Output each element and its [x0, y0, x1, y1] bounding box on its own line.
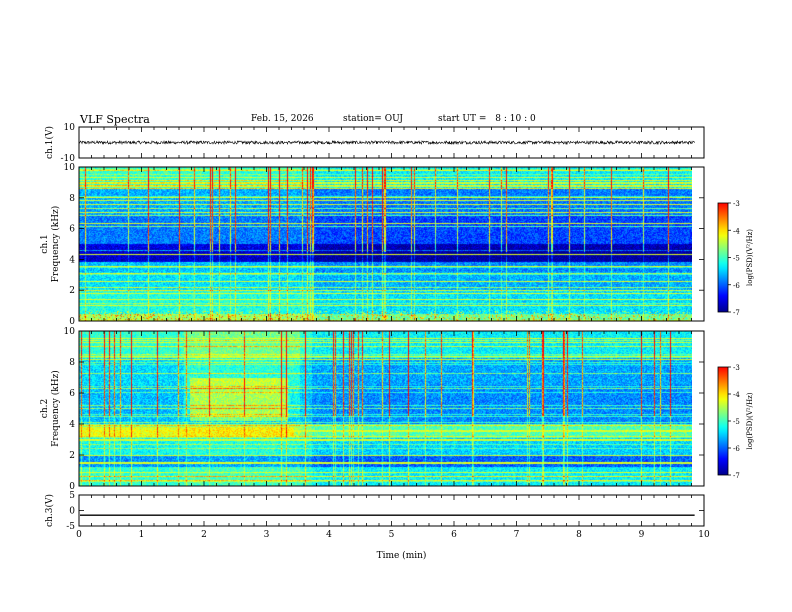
x-tick-label: 8	[576, 530, 582, 540]
ch2-spectrogram-ytick-label: 4	[69, 420, 75, 430]
ch1-spectrogram-ytick-label: 4	[69, 255, 75, 265]
x-tick-label: 6	[451, 530, 457, 540]
x-tick-label: 5	[389, 530, 395, 540]
ch1-spectrogram-ytick-label: 2	[69, 286, 75, 296]
figure-title: VLF Spectra	[80, 113, 150, 126]
ch2-spectrogram-ytick-label: 6	[69, 389, 75, 399]
start-second: 0	[530, 114, 536, 124]
ch2-spectrogram-ylabel-2: Frequency (kHz)	[50, 370, 61, 447]
x-tick-label: 1	[139, 530, 145, 540]
ch3-ytick-label: 5	[69, 491, 75, 501]
ch2-spectrogram-ylabel-1: ch.2	[40, 399, 50, 418]
x-tick-label: 10	[698, 530, 710, 540]
x-tick-label: 3	[264, 530, 270, 540]
start-ut-label: start UT = 8 : 10 : 0	[438, 114, 536, 124]
ch1-spectrogram-colorbar-tick-label: -4	[733, 227, 740, 235]
x-tick-label: 4	[326, 530, 332, 540]
ch2-spectrogram-colorbar-tick-label: -5	[733, 418, 740, 426]
ch1-spectrogram-colorbar-tick-label: -3	[733, 200, 740, 208]
start-sep-1: :	[503, 114, 507, 124]
ch2-spectrogram-colorbar-tick-label: -4	[733, 391, 740, 399]
x-tick-label: 7	[514, 530, 520, 540]
ch2-spectrogram-ytick-label: 0	[69, 482, 75, 492]
ch1-ytick-label: -10	[61, 154, 76, 164]
ch2-spectrogram-ytick-label: 8	[69, 358, 75, 368]
x-axis-label: Time (min)	[377, 550, 427, 561]
station-label: station= OUJ	[343, 114, 404, 124]
ch3-ytick-label: 0	[69, 507, 75, 517]
ch1-spectrogram-colorbar-tick-label: -6	[733, 282, 740, 290]
x-tick-label: 9	[639, 530, 645, 540]
ch1-spectrogram-colorbar-tick-label: -5	[733, 255, 740, 263]
ch2-spectrogram-colorbar-label: log(PSD)(V²/Hz)	[746, 392, 754, 449]
start-minute: 10	[509, 114, 522, 124]
ch2-spectrogram-ytick-label: 2	[69, 451, 75, 461]
ch2-spectrogram-image	[79, 331, 692, 486]
ch2-spectrogram-colorbar-tick-label: -3	[733, 364, 740, 372]
ch1-ylabel: ch.1(V)	[44, 126, 55, 159]
ch1-spectrogram-ylabel-1: ch.1	[40, 234, 50, 253]
start-hour: 8	[495, 114, 501, 124]
ch1-spectrogram-ytick-label: 10	[64, 163, 76, 173]
x-tick-label: 0	[76, 530, 82, 540]
ch2-spectrogram-colorbar	[717, 366, 729, 476]
ch2-spectrogram-ytick-label: 10	[64, 327, 76, 337]
date-label: Feb. 15, 2026	[251, 114, 314, 124]
ch1-spectrogram-ytick-label: 8	[69, 194, 75, 204]
ch1-ytick-label: 10	[64, 123, 76, 133]
ch2-spectrogram-colorbar-tick-label: -7	[733, 472, 740, 480]
ch1-spectrogram-ylabel-2: Frequency (kHz)	[50, 206, 61, 283]
ch3-ytick-label: -5	[66, 522, 75, 532]
ch1-spectrogram-colorbar-label: log(PSD)(V²/Hz)	[746, 229, 754, 286]
start-sep-2: :	[524, 114, 528, 124]
ch3-ylabel: ch.3(V)	[44, 494, 55, 527]
start-ut-prefix: start UT =	[438, 114, 487, 124]
ch1-trace	[78, 139, 695, 146]
ch1-spectrogram-colorbar	[717, 202, 729, 313]
ch1-spectrogram-ytick-label: 6	[69, 225, 75, 235]
ch1-spectrogram-image	[79, 167, 692, 321]
ch1-spectrogram-ytick-label: 0	[69, 317, 75, 327]
ch2-spectrogram-colorbar-tick-label: -6	[733, 445, 740, 453]
x-tick-label: 2	[201, 530, 207, 540]
ch1-spectrogram-colorbar-tick-label: -7	[733, 309, 740, 317]
